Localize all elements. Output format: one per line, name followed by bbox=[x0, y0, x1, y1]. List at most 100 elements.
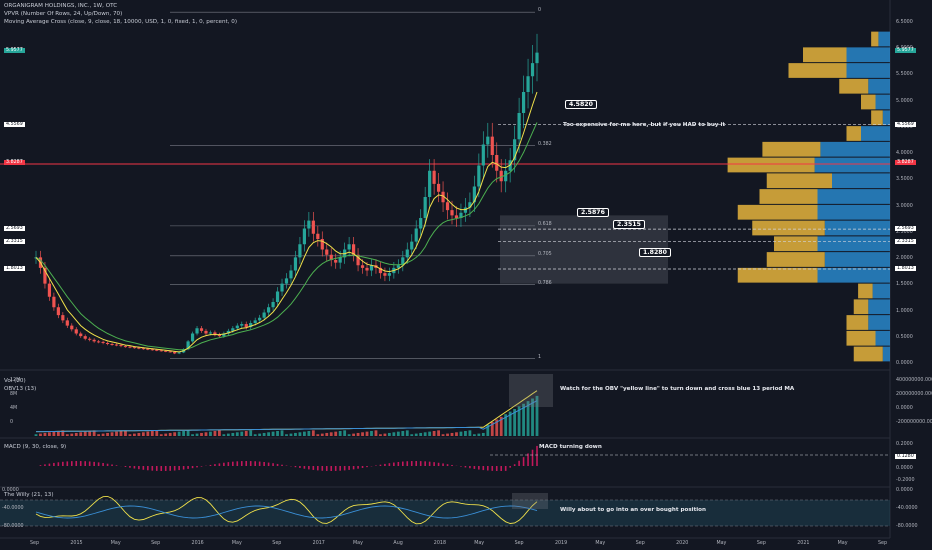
candle-body bbox=[101, 341, 105, 343]
candle-body bbox=[378, 267, 383, 274]
candle-body bbox=[526, 76, 530, 92]
willy-label: The Willy (21, 13) bbox=[4, 492, 54, 498]
vp-up-bar bbox=[737, 267, 818, 283]
candle-body bbox=[222, 333, 226, 337]
vp-up-bar bbox=[752, 220, 825, 236]
candle-body bbox=[150, 349, 154, 351]
volume-bar bbox=[235, 432, 239, 436]
volume-bar bbox=[307, 430, 311, 436]
volume-bar bbox=[508, 411, 512, 436]
macd-label: MACD (9, 30, close, 9) bbox=[4, 444, 67, 450]
volume-bar bbox=[347, 434, 351, 436]
vp-up-bar bbox=[858, 283, 873, 299]
vol-label: Vol (20) bbox=[4, 378, 26, 384]
candle-body bbox=[338, 257, 342, 263]
volume-bar bbox=[490, 422, 494, 436]
candle-body bbox=[495, 155, 499, 171]
volume-bar bbox=[258, 433, 262, 436]
vp-down-bar bbox=[817, 204, 890, 220]
volume-bar bbox=[468, 430, 472, 436]
volume-bar bbox=[209, 431, 212, 436]
candle-body bbox=[105, 342, 110, 344]
candle-body bbox=[244, 324, 248, 328]
willy-tick-left: -40.0000 bbox=[2, 506, 24, 511]
candle-body bbox=[88, 338, 92, 340]
candle-body bbox=[47, 283, 52, 297]
candle-body bbox=[423, 197, 427, 218]
candle-body bbox=[289, 270, 293, 279]
x-axis-label: Sep bbox=[514, 541, 524, 546]
callout-25876: 2.5876 bbox=[577, 208, 609, 217]
obv-tick-label: -200000000.0000 bbox=[896, 420, 932, 425]
volume-bar bbox=[253, 434, 257, 436]
x-axis-label: May bbox=[353, 541, 363, 546]
volume-bar bbox=[137, 432, 141, 436]
fib-label: 0.786 bbox=[538, 280, 552, 286]
vol-tick-label: 12M bbox=[10, 378, 21, 383]
volume-bar bbox=[222, 434, 226, 436]
volume-bar bbox=[504, 414, 508, 436]
fib-label: 1 bbox=[538, 354, 542, 360]
candle-body bbox=[258, 317, 262, 321]
macd-tick-label: -0.2000 bbox=[896, 478, 915, 483]
price-tick-label: 6.5000 bbox=[896, 19, 913, 25]
volume-bar bbox=[115, 431, 118, 436]
x-axis-label: 2020 bbox=[676, 541, 689, 546]
vp-up-bar bbox=[853, 346, 883, 362]
vp-up-bar bbox=[727, 157, 815, 173]
candle-body bbox=[262, 312, 266, 318]
volume-bar bbox=[437, 430, 440, 436]
price-tag-right: 5.9577 bbox=[895, 48, 916, 54]
volume-bar bbox=[48, 432, 51, 436]
candle-body bbox=[52, 296, 56, 308]
vp-down-bar bbox=[882, 110, 890, 126]
x-axis-label: 2018 bbox=[433, 541, 447, 546]
vp-up-bar bbox=[853, 299, 869, 315]
x-axis-label: May bbox=[595, 541, 606, 546]
x-axis-label: May bbox=[716, 541, 727, 546]
price-tick-label: 1.5000 bbox=[896, 282, 913, 288]
vp-down-bar bbox=[820, 141, 890, 157]
volume-bar bbox=[405, 430, 409, 436]
volume-bar bbox=[302, 431, 306, 436]
volume-bar bbox=[320, 433, 324, 436]
vp-down-bar bbox=[846, 63, 890, 78]
volume-bar bbox=[535, 395, 539, 436]
price-tick-label: 3.0000 bbox=[896, 203, 913, 209]
volume-bar bbox=[271, 431, 275, 436]
macd-tick-label: 0.0000 bbox=[896, 466, 913, 471]
candle-body bbox=[190, 333, 195, 342]
volume-bar bbox=[128, 434, 132, 436]
candle-body bbox=[383, 273, 387, 276]
volume-bar bbox=[231, 432, 235, 436]
candle-body bbox=[195, 328, 199, 334]
volume-bar bbox=[531, 398, 534, 436]
candle-body bbox=[530, 63, 535, 77]
candle-body bbox=[459, 212, 463, 218]
price-tag-left: 1.8013 bbox=[4, 266, 25, 272]
candle-body bbox=[74, 329, 78, 334]
price-tag-left: 4.5569 bbox=[4, 121, 25, 127]
candle-body bbox=[249, 323, 253, 328]
vp-down-bar bbox=[872, 283, 890, 299]
volume-bar bbox=[294, 432, 297, 436]
volume-bar bbox=[477, 433, 481, 436]
volume-bar bbox=[316, 434, 320, 436]
vp-down-bar bbox=[824, 220, 890, 236]
volume-bar bbox=[200, 432, 203, 436]
volume-bar bbox=[83, 431, 87, 436]
x-axis-label: 2017 bbox=[312, 541, 325, 546]
ma-cross-label: Moving Average Cross (close, 9, close, 1… bbox=[4, 19, 237, 25]
volume-bar bbox=[513, 408, 517, 436]
vol-tick-label: 8M bbox=[10, 392, 18, 397]
candle-body bbox=[119, 345, 123, 347]
candle-body bbox=[271, 302, 275, 308]
candle-body bbox=[369, 265, 374, 271]
volume-bar bbox=[191, 434, 194, 436]
volume-bar bbox=[119, 430, 123, 436]
candle-body bbox=[419, 218, 423, 229]
willy-tick-right: 0.0000 bbox=[896, 488, 913, 493]
candle-body bbox=[70, 325, 74, 330]
candle-body bbox=[468, 202, 472, 208]
volume-bar bbox=[226, 433, 230, 436]
